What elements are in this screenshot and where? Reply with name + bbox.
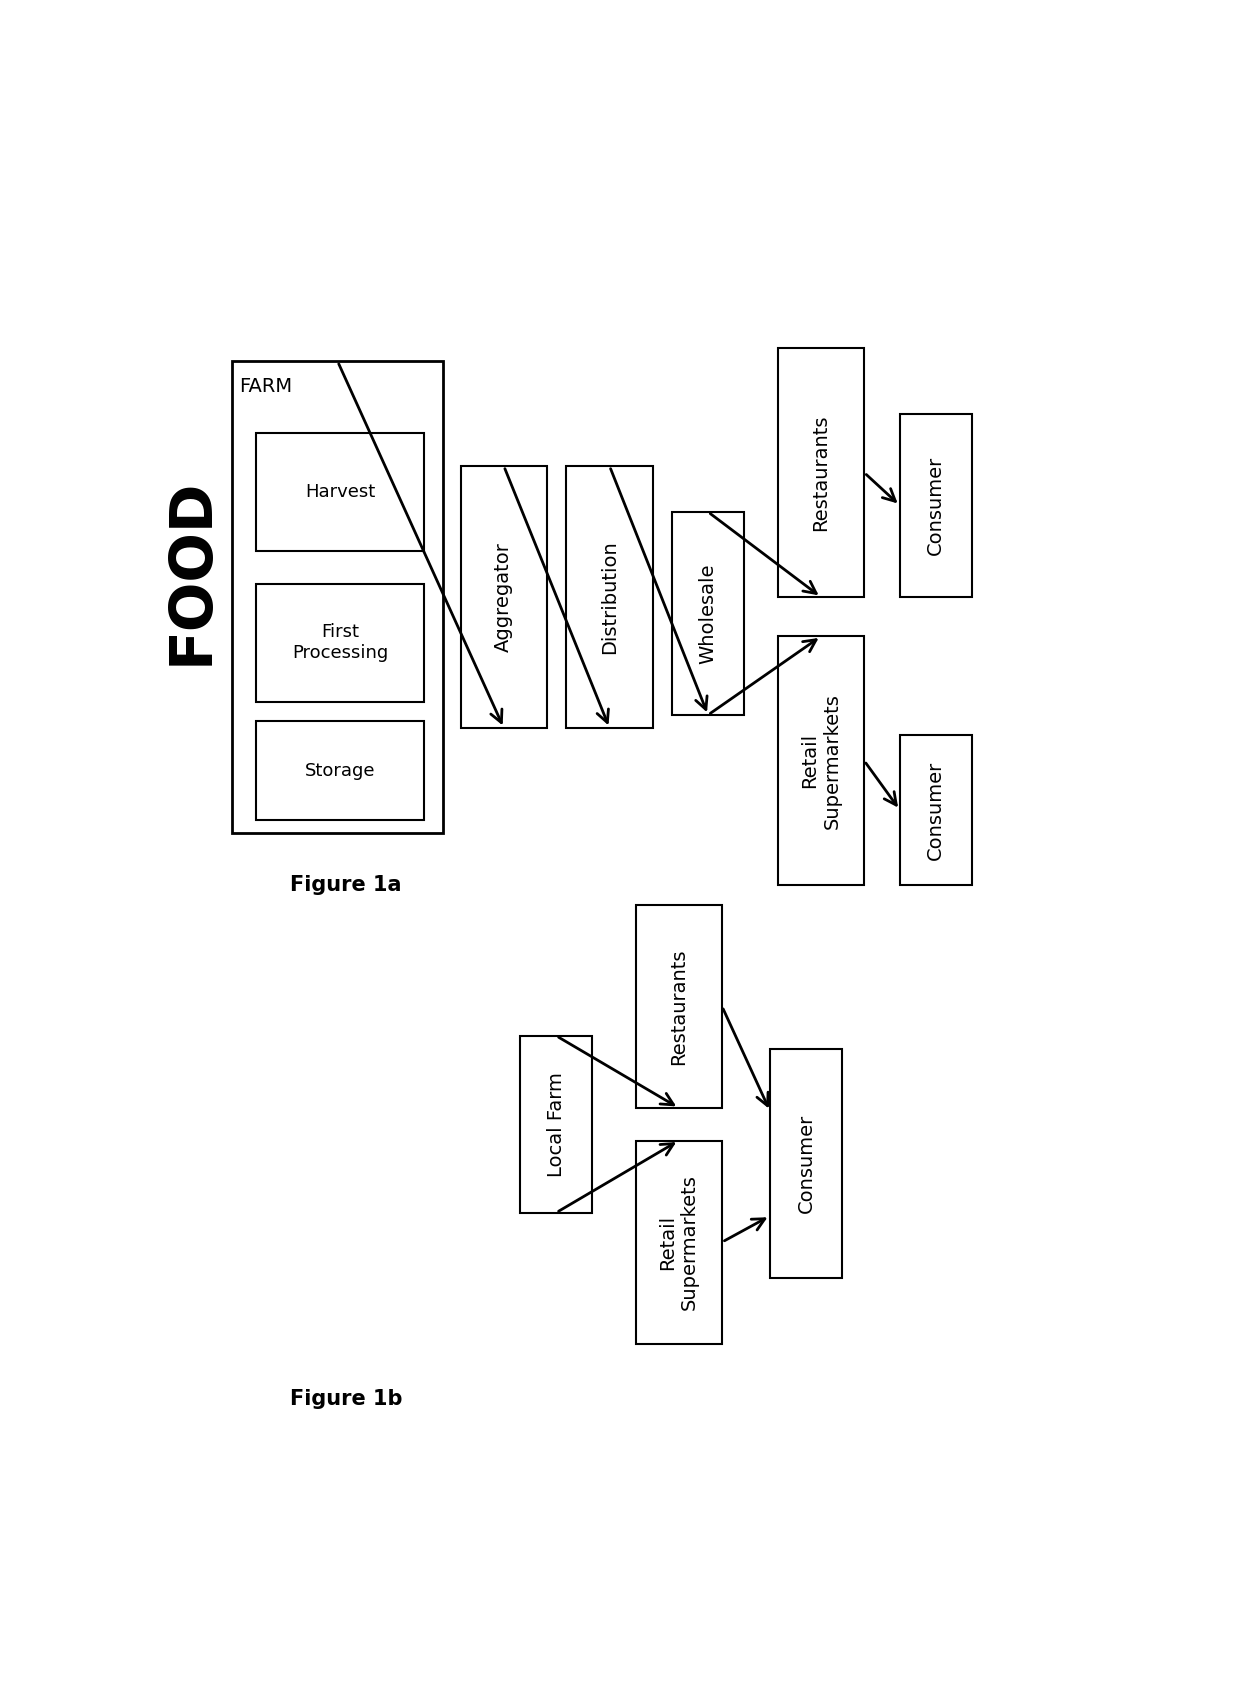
Bar bbox=[460, 466, 547, 728]
Text: Restaurants: Restaurants bbox=[670, 947, 688, 1065]
Text: Local Farm: Local Farm bbox=[547, 1072, 565, 1177]
Text: Consumer: Consumer bbox=[926, 760, 945, 859]
Text: Consumer: Consumer bbox=[796, 1114, 816, 1213]
Text: Figure 1b: Figure 1b bbox=[290, 1390, 402, 1410]
Text: FARM: FARM bbox=[239, 378, 293, 396]
Bar bbox=[232, 361, 444, 833]
Text: Figure 1a: Figure 1a bbox=[290, 874, 401, 895]
Text: Storage: Storage bbox=[305, 762, 376, 779]
Text: First
Processing: First Processing bbox=[291, 624, 388, 662]
Text: FOOD: FOOD bbox=[162, 478, 219, 665]
Bar bbox=[777, 636, 864, 885]
Text: Distribution: Distribution bbox=[600, 541, 619, 653]
Text: Consumer: Consumer bbox=[926, 456, 945, 555]
Bar bbox=[635, 905, 722, 1107]
Text: Retail
Supermarkets: Retail Supermarkets bbox=[801, 692, 842, 828]
Text: Wholesale: Wholesale bbox=[698, 563, 718, 663]
Bar bbox=[567, 466, 652, 728]
Bar bbox=[255, 434, 424, 551]
Text: Harvest: Harvest bbox=[305, 483, 376, 502]
Bar bbox=[255, 721, 424, 820]
Bar bbox=[255, 583, 424, 703]
Bar bbox=[770, 1050, 842, 1277]
Bar bbox=[635, 1141, 722, 1344]
Bar bbox=[900, 413, 972, 597]
Text: Restaurants: Restaurants bbox=[811, 415, 831, 531]
Text: Retail
Supermarkets: Retail Supermarkets bbox=[658, 1174, 699, 1310]
Bar bbox=[672, 512, 744, 714]
Bar bbox=[777, 349, 864, 597]
Bar bbox=[521, 1036, 593, 1213]
Text: Aggregator: Aggregator bbox=[495, 543, 513, 651]
Bar bbox=[900, 735, 972, 885]
